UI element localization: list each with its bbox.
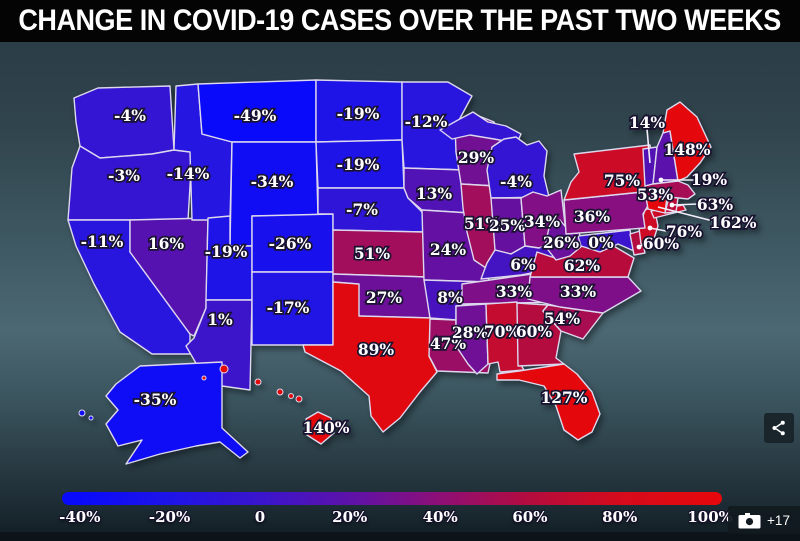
state-label-MN: -12%: [405, 112, 448, 131]
leader-dot-DE: [636, 244, 642, 250]
state-island-HI: [219, 364, 229, 374]
legend-tick-0: -40%: [59, 508, 101, 526]
legend-tick-3: 20%: [332, 508, 368, 526]
state-HI: [305, 411, 335, 445]
state-island-HI: [295, 395, 303, 403]
legend-tick-4: 40%: [422, 508, 458, 526]
state-label-MS: 28%: [452, 323, 489, 342]
state-label-VA: 62%: [564, 256, 601, 275]
state-label-PA: 36%: [574, 207, 611, 226]
leader-dot-NJ: [647, 225, 653, 231]
state-label-AK: -35%: [134, 390, 177, 409]
state-label-IN: 25%: [489, 216, 526, 235]
legend-tick-1: -20%: [148, 508, 191, 526]
state-label-NE: -7%: [346, 200, 378, 219]
leader-dot-RI: [669, 202, 675, 208]
state-label-ND: -19%: [337, 104, 380, 123]
state-island-AK: [78, 409, 86, 417]
state-label-VT: 14%: [629, 113, 666, 132]
state-label-WV: 26%: [543, 233, 580, 252]
state-label-DE: 60%: [643, 234, 680, 253]
legend-ticks: -40% -20% 0 20% 40% 60% 80% 100%: [59, 508, 733, 530]
state-FL: [496, 363, 601, 441]
state-label-NJ: 76%: [666, 222, 703, 241]
state-label-SC: 54%: [544, 309, 581, 328]
state-label-OH: 34%: [524, 212, 561, 231]
state-label-ME: 148%: [663, 140, 710, 159]
state-island-HI: [201, 375, 207, 381]
state-label-WI: 29%: [458, 148, 495, 167]
state-label-FL: 127%: [540, 388, 587, 407]
state-label-RI: 63%: [697, 195, 734, 214]
state-island-AK: [88, 415, 94, 421]
state-label-GA: 60%: [516, 322, 553, 341]
state-label-SD: -19%: [337, 155, 380, 174]
leader-line-CT: [657, 206, 714, 222]
page-title: CHANGE IN COVID-19 CASES OVER THE PAST T…: [18, 4, 782, 37]
state-MI: [439, 111, 522, 144]
state-label-IL: 51%: [464, 214, 501, 233]
state-label-WA: -4%: [114, 106, 146, 125]
state-label-NY: 75%: [604, 171, 641, 190]
legend-tick-7: 100%: [687, 508, 733, 526]
state-label-LA: 47%: [430, 334, 467, 353]
state-label-MA: 53%: [637, 185, 674, 204]
state-label-OK: 27%: [366, 288, 403, 307]
state-label-AL: 70%: [484, 322, 521, 341]
state-AK: [105, 361, 249, 465]
camera-icon: [738, 512, 761, 529]
state-label-NM: -17%: [267, 298, 310, 317]
state-label-IA: 13%: [416, 184, 453, 203]
state-label-MI: -4%: [500, 172, 532, 191]
state-label-MD: 0%: [588, 233, 614, 252]
state-MD: [577, 229, 635, 253]
state-label-AZ: 1%: [207, 310, 233, 329]
share-button[interactable]: [764, 413, 794, 443]
state-label-TN: 33%: [496, 282, 533, 301]
state-label-MO: 24%: [430, 240, 467, 259]
state-TX: [302, 281, 438, 433]
state-label-KS: 51%: [354, 244, 391, 263]
leader-dot-NH: [658, 177, 664, 183]
state-label-TX: 89%: [358, 340, 395, 359]
leader-line-NJ: [649, 227, 667, 232]
legend-tick-2: 0: [254, 508, 266, 526]
state-island-HI: [254, 378, 262, 386]
state-island-HI: [276, 388, 284, 396]
gallery-badge[interactable]: +17: [728, 506, 800, 534]
state-label-KY: 6%: [510, 255, 536, 274]
state-label-CO: -26%: [269, 234, 312, 253]
state-label-ID: -14%: [167, 164, 210, 183]
state-label-AR: 8%: [437, 288, 463, 307]
legend-gradient-bar: [62, 492, 722, 505]
state-label-HI: 140%: [302, 418, 349, 437]
bottom-strip: [0, 532, 800, 541]
state-ME: [662, 101, 712, 182]
state-label-NH: 19%: [691, 170, 728, 189]
state-label-CA: -11%: [81, 232, 124, 251]
state-label-MT: -49%: [234, 106, 277, 125]
state-label-NC: 33%: [560, 282, 597, 301]
leader-line-VT: [646, 128, 651, 164]
state-label-CT: 162%: [709, 213, 756, 232]
state-CT: [645, 196, 668, 214]
legend-tick-6: 80%: [602, 508, 638, 526]
state-island-HI: [288, 393, 294, 399]
gallery-count: +17: [767, 512, 790, 528]
state-label-UT: -19%: [205, 242, 248, 261]
share-icon: [770, 419, 788, 437]
state-label-OR: -3%: [108, 166, 140, 185]
title-bar: CHANGE IN COVID-19 CASES OVER THE PAST T…: [0, 0, 800, 42]
leader-line-RI: [671, 203, 699, 206]
state-MI: [486, 136, 550, 199]
state-label-NV: 16%: [148, 234, 185, 253]
legend-tick-5: 60%: [512, 508, 548, 526]
state-label-WY: -34%: [251, 172, 294, 191]
